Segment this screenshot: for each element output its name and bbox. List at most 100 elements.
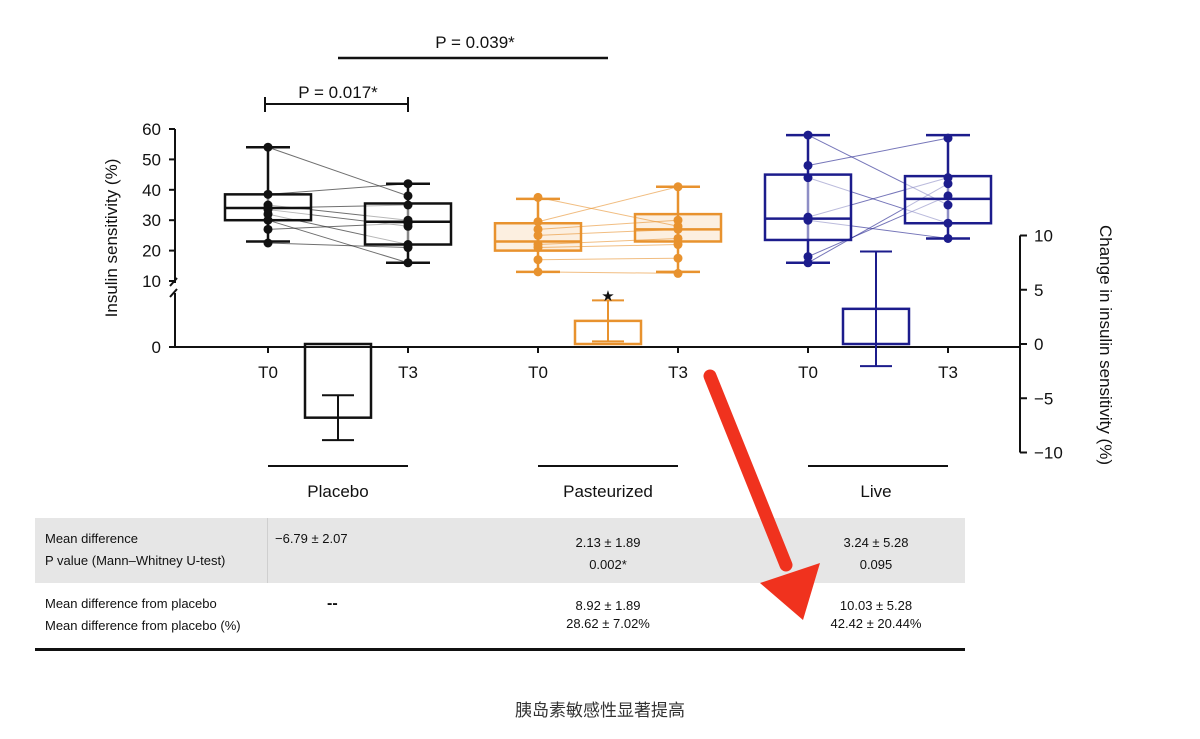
data-point bbox=[403, 218, 413, 228]
p-value-between: P = 0.039* bbox=[435, 33, 515, 52]
paired-line bbox=[267, 183, 409, 195]
data-point bbox=[263, 189, 273, 199]
left-tick-label: 30 bbox=[142, 211, 161, 230]
live-diff-pct: 42.42 ± 20.44% bbox=[830, 616, 922, 631]
paired-line bbox=[807, 137, 949, 166]
right-tick-label: −10 bbox=[1034, 444, 1063, 463]
data-point bbox=[263, 142, 273, 152]
paired-line bbox=[537, 271, 679, 274]
data-point bbox=[403, 243, 413, 253]
row-label-p-value: P value (Mann–Whitney U-test) bbox=[45, 553, 226, 568]
right-tick-label: 5 bbox=[1034, 281, 1043, 300]
pasteurized-mean-diff: 2.13 ± 1.89 bbox=[575, 535, 641, 550]
p-value-placebo: P = 0.017* bbox=[298, 83, 378, 102]
data-point bbox=[803, 215, 813, 225]
left-tick-label: 40 bbox=[142, 181, 161, 200]
pasteurized-diff-pct: 28.62 ± 7.02% bbox=[566, 616, 650, 631]
data-point bbox=[673, 215, 683, 225]
row-label-diff-placebo-pct: Mean difference from placebo (%) bbox=[45, 618, 241, 633]
data-point bbox=[263, 215, 273, 225]
data-point bbox=[403, 179, 413, 189]
x-tick-label: T0 bbox=[798, 363, 818, 382]
box-t0 bbox=[763, 173, 853, 242]
pasteurized-cell: 2.13 ± 1.89 0.002* bbox=[508, 532, 708, 576]
table-row-mean-difference: Mean difference P value (Mann–Whitney U-… bbox=[35, 518, 965, 583]
data-point bbox=[533, 255, 543, 265]
x-tick-label: T3 bbox=[668, 363, 688, 382]
paired-line bbox=[537, 219, 679, 230]
row-label: Mean difference P value (Mann–Whitney U-… bbox=[45, 528, 225, 572]
left-tick-label: 20 bbox=[142, 242, 161, 261]
x-tick-label: T3 bbox=[938, 363, 958, 382]
data-point bbox=[943, 200, 953, 210]
paired-line bbox=[537, 186, 679, 223]
left-tick-label: 10 bbox=[142, 272, 161, 291]
x-tick-label: T0 bbox=[258, 363, 278, 382]
data-point bbox=[533, 230, 543, 240]
left-tick-label: 60 bbox=[142, 120, 161, 139]
data-point bbox=[943, 179, 953, 189]
column-divider bbox=[267, 518, 268, 583]
right-tick-label: 10 bbox=[1034, 227, 1053, 246]
data-point bbox=[533, 217, 543, 227]
data-point bbox=[943, 133, 953, 143]
data-point bbox=[803, 173, 813, 183]
data-point bbox=[533, 192, 543, 202]
row-label: Mean difference from placebo Mean differ… bbox=[45, 593, 241, 637]
paired-line bbox=[537, 257, 679, 261]
group-label-placebo: Placebo bbox=[307, 482, 368, 501]
right-tick-label: −5 bbox=[1034, 389, 1053, 408]
group-label-live: Live bbox=[860, 482, 891, 501]
data-point bbox=[803, 160, 813, 170]
data-point bbox=[673, 240, 683, 250]
left-axis-label: Insulin sensitivity (%) bbox=[102, 159, 121, 318]
data-point bbox=[533, 243, 543, 253]
live-mean-diff: 3.24 ± 5.28 bbox=[843, 535, 909, 550]
paired-line bbox=[537, 237, 679, 246]
paired-line bbox=[267, 146, 409, 197]
data-point bbox=[263, 238, 273, 248]
live-cell: 3.24 ± 5.28 0.095 bbox=[776, 532, 976, 576]
data-point bbox=[403, 191, 413, 201]
placebo-diff-placeholder: -- bbox=[327, 595, 338, 612]
paired-line bbox=[537, 244, 679, 249]
row-label-mean-diff: Mean difference bbox=[45, 531, 138, 546]
row-label-diff-placebo: Mean difference from placebo bbox=[45, 596, 217, 611]
table-bottom-rule bbox=[35, 648, 965, 651]
data-point bbox=[803, 130, 813, 140]
paired-line bbox=[267, 242, 409, 249]
axis-break-mark bbox=[169, 288, 178, 298]
right-tick-label: 0 bbox=[1034, 335, 1043, 354]
data-point bbox=[403, 258, 413, 268]
pasteurized-cell: 8.92 ± 1.89 28.62 ± 7.02% bbox=[508, 595, 708, 635]
x-tick-label: T0 bbox=[528, 363, 548, 382]
live-p-value: 0.095 bbox=[859, 557, 893, 572]
caption: 胰岛素敏感性显著提高 bbox=[515, 701, 685, 721]
table-row-diff-from-placebo: Mean difference from placebo Mean differ… bbox=[35, 583, 965, 648]
data-point bbox=[403, 200, 413, 210]
right-axis-label: Change in insulin sensitivity (%) bbox=[1096, 225, 1115, 465]
data-point bbox=[943, 233, 953, 243]
significance-star: ★ bbox=[601, 288, 614, 305]
data-point bbox=[263, 224, 273, 234]
data-point bbox=[943, 191, 953, 201]
results-table: Mean difference P value (Mann–Whitney U-… bbox=[35, 518, 965, 648]
pasteurized-diff: 8.92 ± 1.89 bbox=[575, 598, 641, 613]
live-cell: 10.03 ± 5.28 42.42 ± 20.44% bbox=[776, 595, 976, 635]
placebo-mean-diff: −6.79 ± 2.07 bbox=[275, 531, 348, 546]
left-tick-label: 0 bbox=[152, 338, 161, 357]
data-point bbox=[673, 253, 683, 263]
data-point bbox=[673, 268, 683, 278]
data-point bbox=[943, 218, 953, 228]
x-tick-label: T3 bbox=[398, 363, 418, 382]
data-point bbox=[673, 182, 683, 192]
paired-line bbox=[267, 219, 409, 264]
group-label-pasteurized: Pasteurized bbox=[563, 482, 653, 501]
live-diff: 10.03 ± 5.28 bbox=[839, 598, 913, 613]
data-point bbox=[533, 267, 543, 277]
left-tick-label: 50 bbox=[142, 150, 161, 169]
data-point bbox=[673, 224, 683, 234]
pasteurized-p-value: 0.002* bbox=[589, 557, 627, 572]
data-point bbox=[803, 258, 813, 268]
